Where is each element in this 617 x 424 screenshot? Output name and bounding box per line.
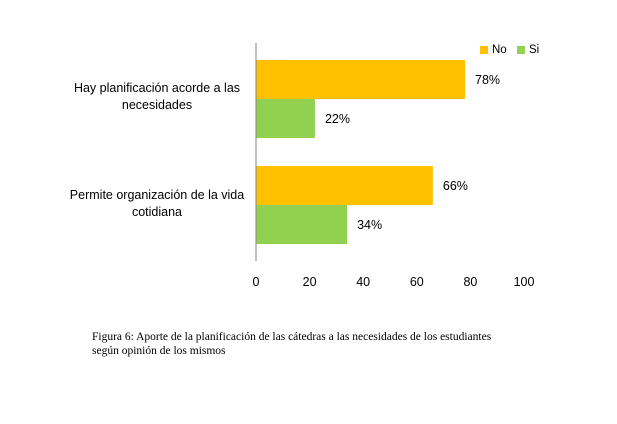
data-label-no-2: 66% [443, 179, 468, 193]
legend-item-no: No [480, 43, 507, 57]
data-label-si-2: 34% [357, 218, 382, 232]
x-tick-label-100: 100 [514, 275, 535, 289]
x-tick-label-80: 80 [463, 275, 477, 289]
bar-no-1 [256, 60, 466, 99]
bar-no-2 [256, 166, 433, 205]
legend-item-si: Si [517, 43, 539, 57]
x-tick-label-40: 40 [356, 275, 370, 289]
bar-si-2 [256, 205, 348, 244]
legend-swatch-si [517, 46, 525, 54]
legend-label-si: Si [529, 44, 540, 56]
caption-line-2: según opinión de los mismos [92, 345, 226, 357]
category-label-1: Hay planificación acorde a las necesidad… [73, 81, 241, 112]
legend-swatch-no [480, 46, 488, 54]
data-label-si-1: 22% [325, 112, 350, 126]
x-tick-label-0: 0 [253, 275, 260, 289]
legend-label-no: No [492, 44, 507, 56]
bar-chart: 78% 66% 22% 34% 0 20 40 60 80 100 [253, 43, 535, 289]
data-label-no-1: 78% [475, 73, 500, 87]
figure-caption: Figura 6: Aporte de la planificación de … [92, 330, 532, 358]
x-tick-label-60: 60 [410, 275, 424, 289]
bar-si-1 [256, 99, 315, 138]
category-label-2: Permite organización de la vida cotidian… [69, 188, 245, 219]
x-tick-label-20: 20 [303, 275, 317, 289]
caption-line-1: Figura 6: Aporte de la planificación de … [92, 331, 492, 343]
